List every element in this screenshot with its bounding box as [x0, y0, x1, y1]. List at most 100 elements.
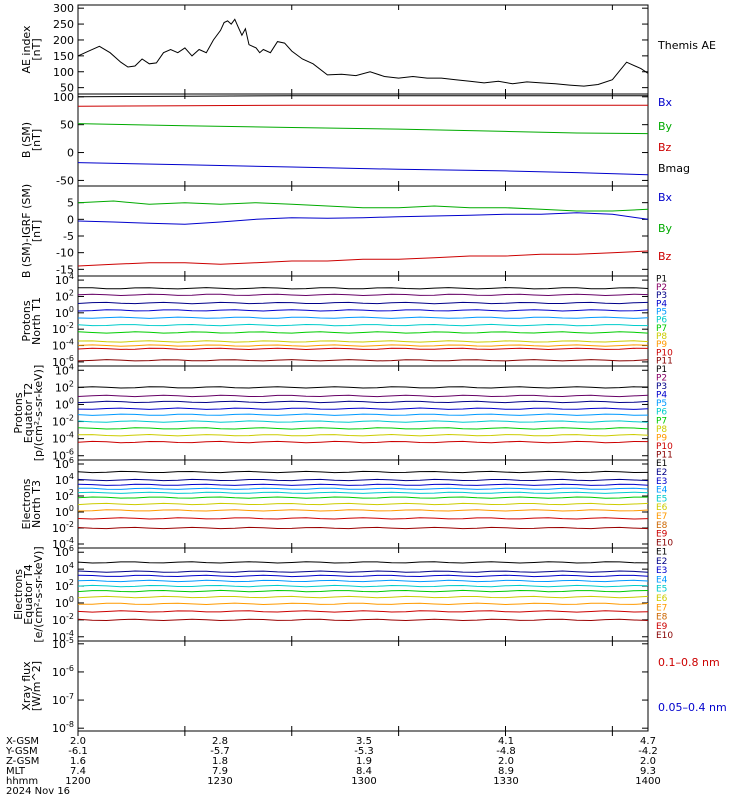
legend-p9: P9 [656, 433, 667, 443]
series-by [77, 200, 649, 212]
legend-e2: E2 [656, 468, 667, 478]
y-tick-label: 0 [67, 147, 74, 160]
series-p5 [77, 413, 649, 416]
panel-ae: 300 250 200 150 100 50 AE index[nT] [20, 2, 649, 95]
series-bz [77, 250, 649, 267]
panel-frame [77, 275, 649, 367]
legend-bsm-2: Bz [658, 141, 672, 154]
series-e9 [77, 517, 649, 520]
y-tick-label: -5 [63, 230, 74, 243]
legend-e3: E3 [656, 477, 667, 487]
panel-bsm: 100 50 0 -50 B (SM)[nT] [20, 91, 649, 187]
legend-e10: E10 [656, 538, 673, 548]
y-tick-label: 50 [60, 82, 74, 95]
y-tick-label: -10 [56, 247, 74, 260]
series-e8 [77, 602, 649, 606]
y-tick-label: 0 [67, 213, 74, 226]
panel-xray: 10-5 10-6 10-7 10-8 Xray flux[W/m^2] [20, 636, 649, 735]
y-tick-label: 10-2 [52, 612, 74, 627]
y-axis-label: North T1 [30, 297, 43, 345]
panel-bigrf: 5 0 -5 -10 -15 B (SM)-IGRF (SM)[nT] [20, 184, 649, 278]
y-axis-label: [nT] [30, 129, 43, 151]
y-tick-label: 10-4 [52, 629, 74, 644]
y-tick-label: 100 [53, 91, 74, 104]
legend-p2: P2 [656, 374, 667, 384]
legend-bigrf-1: By [658, 222, 673, 235]
legend-p3: P3 [656, 382, 667, 392]
legend-p4: P4 [656, 299, 667, 309]
panel-frame [77, 640, 649, 732]
y-tick-label: 50 [60, 119, 74, 132]
y-tick-label: 250 [53, 18, 74, 31]
legend-e8: E8 [656, 521, 668, 531]
legend-p3: P3 [656, 291, 667, 301]
series-themis-ae [77, 18, 649, 87]
y-axis-label: B (SM)-IGRF (SM) [20, 184, 33, 278]
legend-e10: E10 [656, 631, 673, 641]
legend-bigrf-0: Bx [658, 191, 673, 204]
legend-bsm-3: Bmag [658, 162, 690, 175]
series-p10 [77, 440, 649, 444]
y-axis-label: Equator T2 [22, 383, 35, 443]
series-e5 [77, 584, 649, 588]
y-axis-label: Equator T4 [22, 564, 35, 624]
y-tick-label: 100 [55, 504, 74, 519]
series-e6 [77, 589, 649, 593]
legend-e4: E4 [656, 575, 668, 585]
y-tick-label: 106 [55, 544, 74, 559]
legend-xray-0: 0.1–0.8 nm [658, 656, 720, 669]
legend-e5: E5 [656, 585, 667, 595]
series-bz [77, 104, 648, 107]
series-p3 [77, 400, 649, 404]
legend-e7: E7 [656, 603, 667, 613]
y-tick-label: 10-6 [52, 664, 74, 679]
series-e8 [77, 509, 649, 512]
panel-frame [77, 365, 649, 461]
legend-e3: E3 [656, 566, 667, 576]
y-tick-label: 10-4 [52, 431, 74, 446]
y-tick-label: 10-2 [52, 321, 74, 336]
y-tick-label: 104 [55, 362, 74, 377]
y-tick-label: 106 [55, 456, 74, 471]
y-tick-label: 100 [53, 66, 74, 79]
series-e7 [77, 595, 649, 599]
legend-p8: P8 [656, 425, 667, 435]
legend-p1: P1 [656, 275, 667, 285]
legend-p10: P10 [656, 348, 673, 358]
legend-p5: P5 [656, 307, 667, 317]
y-tick-label: 104 [55, 561, 74, 576]
y-tick-label: 10-7 [52, 692, 74, 707]
series-p4 [77, 309, 649, 312]
legend-xray-1: 0.05–0.4 nm [658, 701, 727, 714]
y-axis-label: [nT] [30, 220, 43, 242]
legend-ae-0: Themis AE [657, 39, 716, 52]
y-axis-label: Electrons [20, 478, 33, 529]
y-axis-label: North T3 [30, 480, 43, 528]
series-e3 [77, 483, 649, 486]
series-p1 [77, 386, 649, 389]
legend-p6: P6 [656, 408, 667, 418]
y-tick-label: 100 [55, 305, 74, 320]
y-tick-label: 200 [53, 34, 74, 47]
series-e6 [77, 496, 648, 499]
series-e3 [77, 574, 649, 578]
y-axis-label: AE index [20, 25, 33, 74]
series-e10 [77, 618, 649, 622]
y-axis-label: Xray flux [20, 661, 33, 711]
legend-p6: P6 [656, 316, 667, 326]
legend-p1: P1 [656, 365, 667, 375]
y-tick-label: 10-2 [52, 414, 74, 429]
y-tick-label: 100 [55, 595, 74, 610]
legend-e6: E6 [656, 503, 668, 513]
y-tick-label: 10-4 [52, 536, 74, 551]
series-e4 [78, 487, 649, 490]
y-axis-label: B (SM) [20, 122, 33, 158]
legend-p7: P7 [656, 416, 667, 426]
legend-e7: E7 [656, 512, 667, 522]
y-tick-label: 10-6 [52, 354, 74, 369]
y-axis-label: [p/(cm²-s-sr-keV)] [32, 365, 45, 462]
legend-e4: E4 [656, 486, 668, 496]
series-p6 [77, 323, 649, 327]
